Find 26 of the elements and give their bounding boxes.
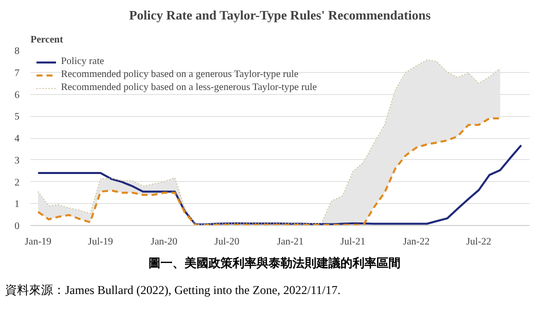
x-tick-label: Jul-19 — [88, 236, 114, 248]
line-series — [37, 144, 522, 226]
y-axis-title: Percent — [30, 34, 64, 46]
legend-label: Policy rate — [61, 56, 104, 67]
y-tick-label: 5 — [14, 112, 20, 123]
legend-label: Recommended policy based on a generous Taylor-type rule — [61, 69, 298, 80]
x-tick-label: Jan-22 — [402, 236, 430, 248]
y-tick-label: 2 — [14, 177, 20, 188]
legend-label: Recommended policy based on a less-generous Taylor-type rule — [61, 82, 317, 93]
y-tick-label: 3 — [14, 155, 20, 166]
x-tick-label: Jan-19 — [24, 236, 52, 248]
x-tick-label: Jan-21 — [277, 236, 304, 248]
y-tick-label: 6 — [14, 90, 20, 101]
y-tick-label: 0 — [14, 221, 20, 232]
y-tick-label: 4 — [14, 134, 20, 144]
y-tick-label: 1 — [14, 199, 20, 210]
x-tick-label: Jan-20 — [150, 236, 178, 248]
y-tick-label: 7 — [14, 68, 20, 79]
source-note: 資料來源：James Bullard (2022), Getting into the Zone, 2022/11/17. — [5, 282, 341, 300]
text: 圖一、美國政策利率與泰勒法則建議的利率區間 — [148, 255, 400, 272]
chart-title: Policy Rate and Taylor-Type Rules' Recommendations — [129, 8, 431, 22]
x-tick-label: Jul-22 — [466, 236, 492, 248]
x-tick-label: Jul-20 — [214, 236, 240, 248]
y-tick-label: 8 — [14, 46, 20, 57]
line-series — [37, 117, 502, 226]
x-tick-label: Jul-21 — [340, 236, 366, 248]
